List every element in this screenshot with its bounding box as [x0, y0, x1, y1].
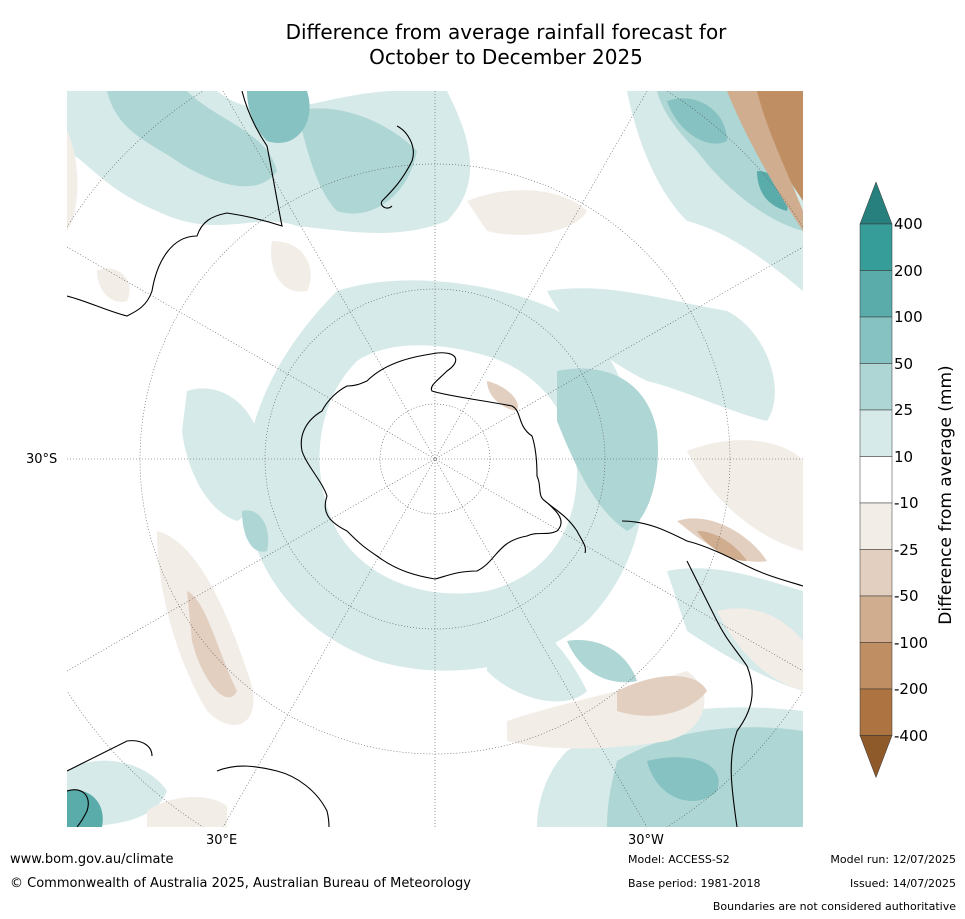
website-link[interactable]: www.bom.gov.au/climate: [10, 852, 174, 867]
colorbar-extend-min: [859, 735, 893, 779]
colorbar-cell: [859, 456, 893, 504]
dry-region: [97, 268, 130, 302]
boundaries-disclaimer: Boundaries are not considered authoritat…: [712, 900, 956, 913]
dry-region: [467, 190, 587, 235]
map-canvas: [67, 91, 803, 827]
wet-region: [757, 171, 788, 211]
colorbar-tick-label: -200: [894, 680, 929, 698]
south-america-coastline: [621, 520, 803, 587]
wet-region: [567, 640, 637, 683]
copyright-text: © Commonwealth of Australia 2025, Austra…: [10, 876, 471, 891]
colorbar-cell: [859, 270, 893, 318]
colorbar-tick-label: -50: [894, 587, 919, 605]
dry-anomaly-layer: [67, 91, 803, 827]
wet-region: [547, 288, 775, 421]
dry-region: [617, 676, 707, 716]
issued-date: Issued: 14/07/2025: [849, 877, 956, 890]
longitude-label-30e: 30°E: [206, 833, 238, 848]
colorbar-tick-label: 25: [894, 401, 914, 419]
africa-coastline: [67, 740, 330, 827]
colorbar-extend-max: [859, 182, 893, 225]
meridian-line: [222, 91, 648, 827]
wet-region: [647, 757, 719, 801]
meridian-line: [67, 246, 803, 672]
dry-region: [147, 796, 227, 827]
dry-region: [487, 381, 518, 411]
colorbar-tick-label: 200: [894, 261, 923, 280]
wet-region: [67, 790, 103, 827]
rainfall-map: [67, 91, 803, 827]
antarctica-coastline: [300, 352, 562, 580]
dry-region: [697, 531, 747, 561]
latitude-label-30s: 30°S: [26, 452, 58, 467]
title-line-1: Difference from average rainfall forecas…: [285, 20, 727, 44]
colorbar-tick-label: 400: [894, 215, 923, 233]
colorbar-cell: [859, 363, 893, 411]
dry-region: [187, 591, 237, 698]
dry-region: [67, 131, 78, 231]
colorbar-cell: [859, 502, 893, 550]
colorbar-cell: [859, 409, 893, 457]
wet-anomaly-layer: [67, 91, 803, 827]
longitude-label-30w: 30°W: [628, 833, 664, 848]
colorbar-tick-label: 10: [894, 447, 914, 466]
coastlines: [67, 91, 803, 827]
dry-region: [727, 91, 803, 231]
colorbar-cell: [859, 223, 893, 271]
model-name: Model: ACCESS-S2: [628, 853, 730, 866]
graticule: [67, 91, 803, 827]
title-line-2: October to December 2025: [369, 45, 643, 69]
colorbar-cell: [859, 642, 893, 690]
wet-region: [242, 510, 269, 552]
colorbar: [859, 182, 893, 779]
colorbar-title: Difference from average (mm): [936, 365, 956, 625]
wet-region: [182, 388, 261, 521]
latitude-circle: [379, 403, 491, 515]
model-run-date: Model run: 12/07/2025: [830, 853, 956, 866]
colorbar-cell: [859, 688, 893, 736]
meridian-line: [222, 91, 648, 827]
meridian-line: [67, 246, 803, 672]
wet-region: [245, 280, 644, 671]
australia-coastline: [67, 91, 283, 317]
colorbar-tick-label: -25: [894, 540, 919, 559]
base-period: Base period: 1981-2018: [628, 877, 761, 890]
dry-region: [271, 241, 311, 292]
wet-region: [557, 368, 658, 531]
colorbar-cell: [859, 549, 893, 597]
colorbar-tick-label: -400: [894, 726, 929, 745]
wet-region: [667, 98, 727, 144]
africa-coastline: [67, 789, 89, 827]
wet-region: [247, 91, 310, 143]
new-zealand-coastline: [380, 125, 414, 209]
colorbar-tick-label: -10: [894, 494, 919, 512]
antarctic-peninsula-coastline: [544, 500, 586, 554]
wet-region: [107, 91, 277, 187]
colorbar-cell: [859, 595, 893, 643]
wet-region: [487, 611, 587, 702]
wet-region: [297, 108, 417, 214]
colorbar-cell: [859, 316, 893, 364]
chart-title: Difference from average rainfall forecas…: [0, 20, 965, 70]
colorbar-tick-label: -100: [894, 633, 929, 652]
colorbar-tick-label: 100: [894, 308, 923, 326]
dry-region: [717, 608, 803, 691]
dry-region: [687, 440, 803, 551]
south-america-coastline: [686, 560, 753, 827]
colorbar-tick-label: 50: [894, 354, 914, 373]
